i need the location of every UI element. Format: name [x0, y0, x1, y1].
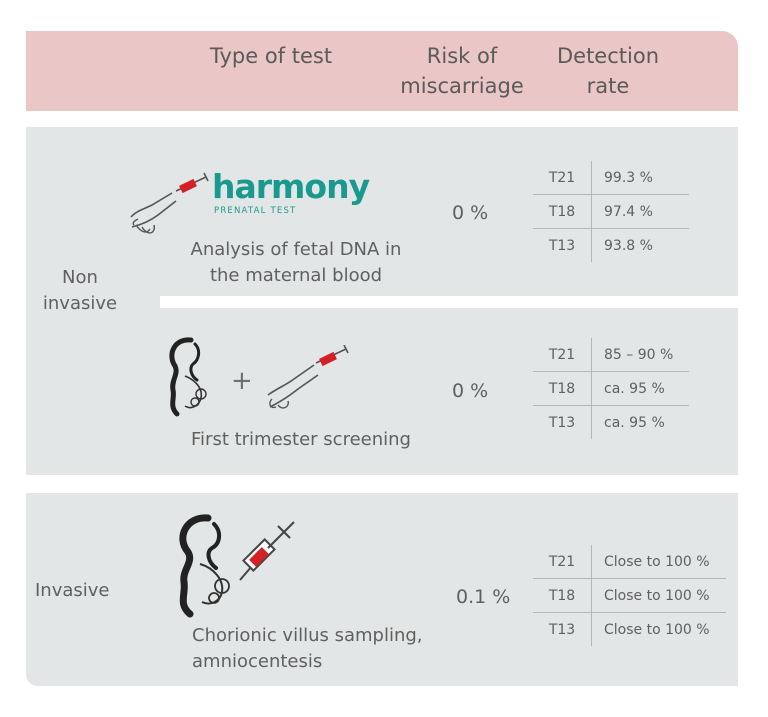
detection-value: 85 – 90 % [604, 346, 674, 363]
table-row: T21 85 – 90 % [533, 338, 689, 372]
group-label-noninvasive: Non invasive [42, 267, 118, 314]
trisomy-label: T13 [533, 405, 592, 439]
syringe-icon [239, 521, 295, 581]
header-detection-line1: Detection [556, 44, 660, 68]
detection-value: ca. 95 % [591, 371, 689, 406]
detection-value: 93.8 % [591, 228, 689, 262]
table-row: T13 ca. 95 % [533, 405, 689, 439]
table-row: T18 Close to 100 % [533, 578, 726, 613]
table-row: T18 97.4 % [533, 194, 689, 229]
pregnant-woman-icon [179, 514, 230, 618]
detection-value: Close to 100 % [591, 612, 726, 646]
header-detection-line2: rate [586, 74, 630, 98]
table-row: T13 Close to 100 % [533, 612, 726, 646]
table-row: T18 ca. 95 % [533, 371, 689, 406]
table-row: T13 93.8 % [533, 228, 689, 262]
risk-value-invasive: 0.1 % [456, 586, 511, 608]
trisomy-label: T13 [533, 228, 592, 262]
header-risk-line1: Risk of [426, 44, 498, 68]
table-row: T21 99.3 % [533, 161, 689, 195]
trisomy-label: T18 [533, 194, 592, 229]
risk-value-harmony: 0 % [452, 202, 489, 224]
pregnant-woman-icon [169, 337, 207, 417]
group-label-invasive: Invasive [35, 580, 110, 601]
harmony-logo-subtitle: PRENATAL TEST [214, 206, 297, 216]
header-type-of-test: Type of test [209, 44, 333, 68]
detection-value: 99.3 % [604, 169, 653, 186]
table-row: T21 Close to 100 % [533, 545, 726, 579]
detection-table-invasive: T21 Close to 100 % T18 Close to 100 % T1… [533, 545, 726, 646]
trisomy-label: T21 [533, 161, 592, 195]
trisomy-label: T18 [533, 578, 592, 613]
arm-syringe-icon [267, 345, 349, 409]
detection-table-first-trimester: T21 85 – 90 % T18 ca. 95 % T13 ca. 95 % [533, 338, 689, 439]
harmony-logo: harmony [212, 167, 370, 206]
row-description-invasive: Chorionic villus sampling, amniocentesis [192, 625, 423, 672]
arm-syringe-icon [130, 172, 209, 234]
table-header: Type of test Risk of miscarriage Detecti… [26, 31, 738, 111]
detection-value: 97.4 % [591, 194, 689, 229]
trisomy-label: T21 [533, 338, 592, 372]
trisomy-label: T21 [533, 545, 592, 579]
trisomy-label: T13 [533, 612, 592, 646]
trisomy-label: T18 [533, 371, 592, 406]
detection-table-harmony: T21 99.3 % T18 97.4 % T13 93.8 % [533, 161, 689, 262]
row-description-harmony: Analysis of fetal DNA in the maternal bl… [190, 239, 402, 286]
risk-value-first-trimester: 0 % [452, 380, 489, 402]
detection-value: Close to 100 % [604, 553, 710, 570]
detection-value: Close to 100 % [591, 578, 726, 613]
plus-sign: + [231, 366, 253, 396]
header-risk-line2: miscarriage [400, 74, 524, 98]
row-description-first-trimester: First trimester screening [191, 429, 411, 450]
detection-value: ca. 95 % [591, 405, 689, 439]
noninvasive-group-column [26, 296, 160, 475]
